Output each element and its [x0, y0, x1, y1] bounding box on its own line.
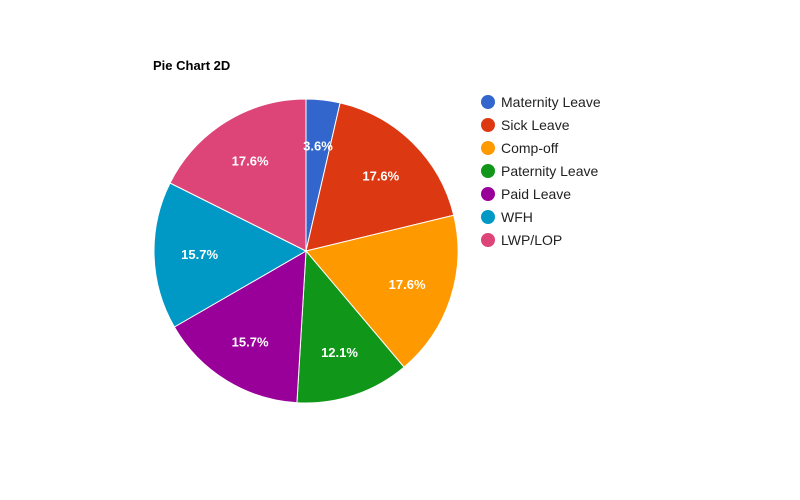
legend-label-maternity-leave: Maternity Leave — [501, 94, 601, 110]
legend-label-wfh: WFH — [501, 209, 533, 225]
legend-item-maternity-leave[interactable]: Maternity Leave — [481, 94, 601, 110]
legend-item-lwp-lop[interactable]: LWP/LOP — [481, 232, 562, 248]
legend-swatch-paid-leave — [481, 187, 495, 201]
slice-label-lwp-lop: 17.6% — [232, 154, 269, 169]
legend-swatch-maternity-leave — [481, 95, 495, 109]
pie-slices — [153, 98, 459, 404]
pie-slice-comp-off[interactable] — [305, 214, 459, 368]
legend-swatch-lwp-lop — [481, 233, 495, 247]
pie-slice-paternity-leave[interactable] — [296, 249, 405, 404]
pie-slice-lwp-lop[interactable] — [169, 98, 307, 252]
legend-swatch-paternity-leave — [481, 164, 495, 178]
legend-swatch-sick-leave — [481, 118, 495, 132]
legend-swatch-wfh — [481, 210, 495, 224]
slice-label-paid-leave: 15.7% — [232, 335, 269, 350]
legend-label-comp-off: Comp-off — [501, 140, 558, 156]
legend-item-sick-leave[interactable]: Sick Leave — [481, 117, 570, 133]
legend: Maternity Leave Sick Leave Comp-off Paterni… — [481, 94, 601, 248]
pie-slice-sick-leave[interactable] — [305, 102, 455, 252]
legend-item-comp-off[interactable]: Comp-off — [481, 140, 558, 156]
pie-slice-labels: 3.6% 17.6% 17.6% 12.1% 15.7% 15.7% 17.6% — [181, 138, 426, 360]
legend-label-paid-leave: Paid Leave — [501, 186, 571, 202]
legend-label-paternity-leave: Paternity Leave — [501, 163, 598, 179]
slice-label-paternity-leave: 12.1% — [321, 345, 358, 360]
legend-swatch-comp-off — [481, 141, 495, 155]
slice-label-maternity-leave: 3.6% — [303, 138, 333, 153]
pie-slice-paid-leave[interactable] — [173, 250, 307, 404]
chart-title: Pie Chart 2D — [153, 58, 230, 73]
legend-item-wfh[interactable]: WFH — [481, 209, 533, 225]
pie-slice-wfh[interactable] — [153, 182, 308, 328]
slice-label-wfh: 15.7% — [181, 247, 218, 262]
legend-item-paternity-leave[interactable]: Paternity Leave — [481, 163, 598, 179]
slice-label-sick-leave: 17.6% — [362, 168, 399, 183]
legend-item-paid-leave[interactable]: Paid Leave — [481, 186, 571, 202]
legend-label-lwp-lop: LWP/LOP — [501, 232, 562, 248]
legend-label-sick-leave: Sick Leave — [501, 117, 570, 133]
slice-label-comp-off: 17.6% — [389, 277, 426, 292]
